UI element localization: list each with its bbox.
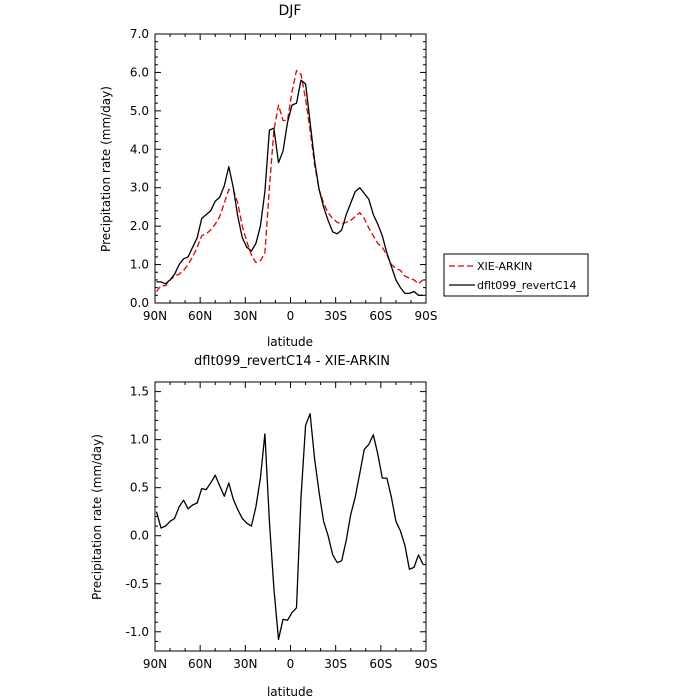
- x-tick-label: 30S: [324, 657, 347, 671]
- bottom-chart-frame: [154, 381, 427, 652]
- x-tick-label: 0: [287, 657, 295, 671]
- top-chart-frame: [154, 33, 427, 304]
- y-tick-label: 2.0: [130, 219, 149, 233]
- y-tick-label: 7.0: [130, 27, 149, 41]
- y-tick-label: 1.0: [130, 258, 149, 272]
- top-chart-series-line-1: [156, 79, 423, 296]
- y-tick-label: 1.0: [130, 433, 149, 447]
- x-tick-label: 90S: [415, 657, 438, 671]
- x-tick-label: 60S: [369, 309, 392, 323]
- precip-zonal-mean-chart: DJF Precipitation rate (mm/day) latitude…: [99, 3, 437, 349]
- x-tick-label: 30S: [324, 309, 347, 323]
- x-tick-label: 60N: [188, 309, 212, 323]
- legend-label-xie-arkin: XIE-ARKIN: [477, 260, 532, 273]
- bottom-chart-x-ticks: 90N 60N 30N 0 30S 60S 90S: [143, 382, 438, 671]
- x-tick-label: 90N: [143, 309, 167, 323]
- y-tick-label: -0.5: [126, 577, 149, 591]
- x-tick-label: 60S: [369, 657, 392, 671]
- y-tick-label: 0.0: [130, 529, 149, 543]
- y-tick-label: 6.0: [130, 65, 149, 79]
- bottom-chart-xlabel: latitude: [267, 685, 313, 699]
- x-tick-label: 90N: [143, 657, 167, 671]
- top-chart-ylabel: Precipitation rate (mm/day): [99, 86, 113, 252]
- legend-box: [443, 253, 589, 297]
- top-chart-x-ticks: 90N 60N 30N 0 30S 60S 90S: [143, 34, 438, 323]
- x-tick-label: 30N: [233, 657, 257, 671]
- y-tick-label: 0.5: [130, 481, 149, 495]
- y-tick-label: 4.0: [130, 142, 149, 156]
- y-tick-label: 3.0: [130, 181, 149, 195]
- top-chart-title: DJF: [279, 3, 302, 19]
- precip-difference-chart: dflt099_revertC14 - XIE-ARKIN Precipitat…: [90, 354, 437, 699]
- x-tick-label: 0: [287, 309, 295, 323]
- top-chart-y-ticks: 0.0 1.0 2.0 3.0 4.0 5.0 6.0 7.0: [130, 27, 426, 310]
- top-chart-series-line-0: [155, 69, 424, 292]
- x-tick-label: 60N: [188, 657, 212, 671]
- bottom-chart-ylabel: Precipitation rate (mm/day): [90, 434, 104, 600]
- bottom-chart-series-line-0: [155, 413, 424, 641]
- top-chart-xlabel: latitude: [267, 335, 313, 349]
- top-chart-series: [155, 69, 424, 296]
- y-tick-label: -1.0: [126, 625, 149, 639]
- bottom-chart-title: dflt099_revertC14 - XIE-ARKIN: [194, 354, 390, 369]
- y-tick-label: 0.0: [130, 296, 149, 310]
- y-tick-label: 1.5: [130, 385, 149, 399]
- x-tick-label: 30N: [233, 309, 257, 323]
- x-tick-label: 90S: [415, 309, 438, 323]
- legend-label-dflt099: dflt099_revertC14: [477, 279, 577, 292]
- top-chart-legend: XIE-ARKIN dflt099_revertC14: [443, 253, 589, 297]
- y-tick-label: 5.0: [130, 104, 149, 118]
- bottom-chart-series: [155, 413, 424, 641]
